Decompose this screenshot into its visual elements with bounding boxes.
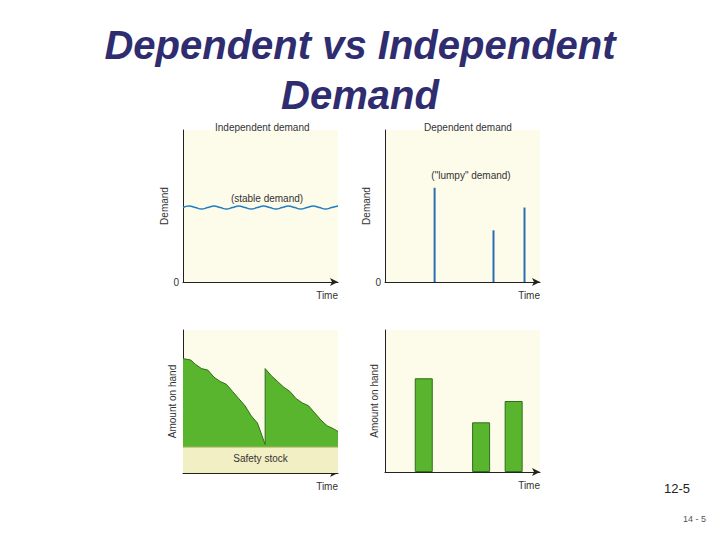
svg-text:Time: Time bbox=[316, 481, 338, 492]
svg-text:Demand: Demand bbox=[159, 187, 170, 225]
svg-text:Safety stock: Safety stock bbox=[233, 453, 288, 464]
svg-text:Demand: Demand bbox=[361, 187, 372, 225]
html-text:12-5: 12-5 bbox=[664, 481, 690, 496]
svg-text:Amount on hand: Amount on hand bbox=[167, 365, 178, 438]
svg-text:("lumpy" demand): ("lumpy" demand) bbox=[431, 170, 510, 181]
html-text:Dependent vs Independent Deman: Dependent vs Independent Demand bbox=[104, 23, 616, 117]
svg-text:Time: Time bbox=[518, 480, 540, 491]
svg-text:Time: Time bbox=[316, 290, 338, 301]
svg-text:Independent demand: Independent demand bbox=[215, 122, 310, 133]
html-text:14 - 5: 14 - 5 bbox=[683, 514, 706, 524]
svg-text:Time: Time bbox=[518, 290, 540, 301]
svg-text:Dependent demand: Dependent demand bbox=[424, 122, 512, 133]
svg-text:(stable demand): (stable demand) bbox=[231, 193, 303, 204]
svg-text:Amount on hand: Amount on hand bbox=[369, 364, 380, 437]
svg-text:0: 0 bbox=[173, 277, 179, 288]
svg-text:0: 0 bbox=[375, 277, 381, 288]
